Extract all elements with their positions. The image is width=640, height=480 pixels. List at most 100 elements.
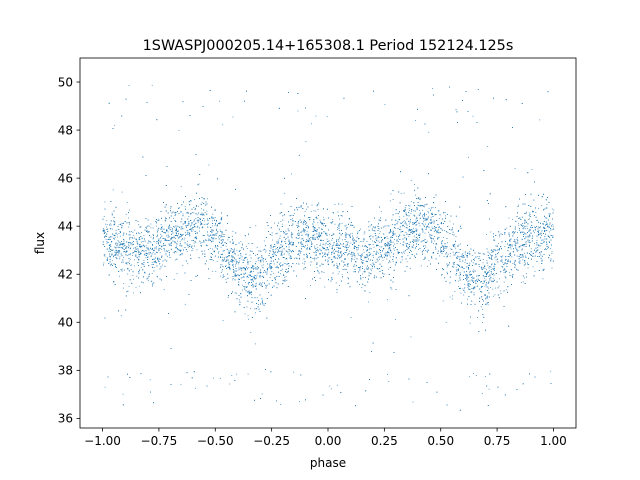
data-point	[508, 261, 510, 262]
data-point	[537, 231, 538, 232]
data-point	[298, 233, 300, 235]
scatter-points	[102, 84, 555, 411]
data-point	[368, 267, 369, 268]
data-point	[143, 260, 145, 261]
data-point	[132, 252, 134, 254]
data-point	[172, 228, 173, 229]
data-point	[129, 242, 130, 243]
data-point	[251, 294, 252, 296]
data-point	[532, 211, 534, 213]
data-point	[468, 274, 470, 276]
data-point	[494, 250, 496, 252]
data-point	[475, 281, 477, 283]
data-point	[189, 229, 190, 230]
data-point	[303, 223, 305, 225]
data-point	[290, 258, 292, 259]
data-point	[305, 233, 307, 235]
data-point	[160, 240, 162, 242]
data-point	[241, 256, 243, 258]
data-point	[156, 241, 158, 242]
data-point	[118, 229, 120, 230]
data-point	[252, 283, 253, 285]
data-point	[532, 266, 534, 268]
data-point	[399, 222, 401, 224]
data-point	[497, 253, 499, 254]
data-point	[447, 242, 448, 244]
data-point	[363, 233, 365, 235]
data-point	[231, 375, 233, 376]
data-point	[447, 255, 448, 257]
data-point	[519, 246, 521, 248]
data-point	[104, 237, 106, 238]
data-point	[527, 228, 528, 230]
data-point	[317, 209, 319, 210]
data-point	[414, 231, 416, 232]
data-point	[105, 238, 107, 240]
data-point	[432, 207, 434, 208]
data-point	[455, 236, 457, 237]
data-point	[149, 379, 151, 381]
data-point	[361, 256, 362, 258]
data-point	[193, 242, 195, 244]
data-point	[274, 222, 275, 224]
data-point	[176, 245, 177, 247]
data-point	[138, 224, 139, 226]
data-point	[318, 235, 319, 237]
data-point	[236, 261, 238, 263]
data-point	[396, 235, 397, 237]
data-point	[293, 213, 295, 214]
data-point	[156, 262, 157, 264]
data-point	[336, 247, 338, 248]
data-point	[499, 236, 501, 238]
data-point	[471, 277, 472, 278]
data-point	[226, 257, 228, 259]
data-point	[330, 388, 332, 390]
data-point	[403, 226, 405, 227]
data-point	[298, 232, 300, 234]
data-point	[489, 254, 491, 255]
data-point	[372, 267, 374, 269]
data-point	[398, 216, 400, 218]
data-point	[349, 235, 351, 237]
data-point	[500, 256, 502, 257]
data-point	[443, 256, 445, 257]
data-point	[336, 292, 338, 293]
data-point	[232, 279, 234, 281]
data-point	[529, 212, 531, 214]
data-point	[156, 242, 158, 244]
data-point	[134, 259, 135, 261]
data-point	[164, 239, 166, 241]
data-point	[276, 248, 278, 250]
data-point	[523, 256, 524, 258]
data-point	[442, 300, 444, 302]
data-point	[156, 241, 157, 242]
data-point	[132, 231, 134, 233]
data-point	[319, 219, 321, 221]
data-point	[404, 207, 406, 208]
data-point	[359, 267, 361, 269]
data-point	[229, 268, 230, 269]
data-point	[250, 307, 251, 309]
data-point	[146, 226, 148, 227]
data-point	[324, 226, 326, 227]
data-point	[525, 233, 527, 235]
data-point	[212, 225, 213, 227]
data-point	[193, 207, 195, 208]
data-point	[119, 235, 121, 237]
data-point	[273, 253, 275, 254]
data-point	[517, 232, 518, 233]
data-point	[152, 238, 154, 240]
data-point	[129, 209, 130, 211]
data-point	[471, 291, 473, 293]
data-point	[469, 262, 471, 264]
data-point	[333, 250, 334, 252]
data-point	[347, 283, 349, 284]
data-point	[490, 269, 492, 270]
data-point	[460, 267, 462, 268]
data-point	[455, 252, 457, 253]
data-point	[525, 233, 527, 234]
data-point	[458, 286, 459, 287]
data-point	[158, 257, 160, 259]
data-point	[543, 241, 545, 242]
data-point	[337, 251, 338, 253]
